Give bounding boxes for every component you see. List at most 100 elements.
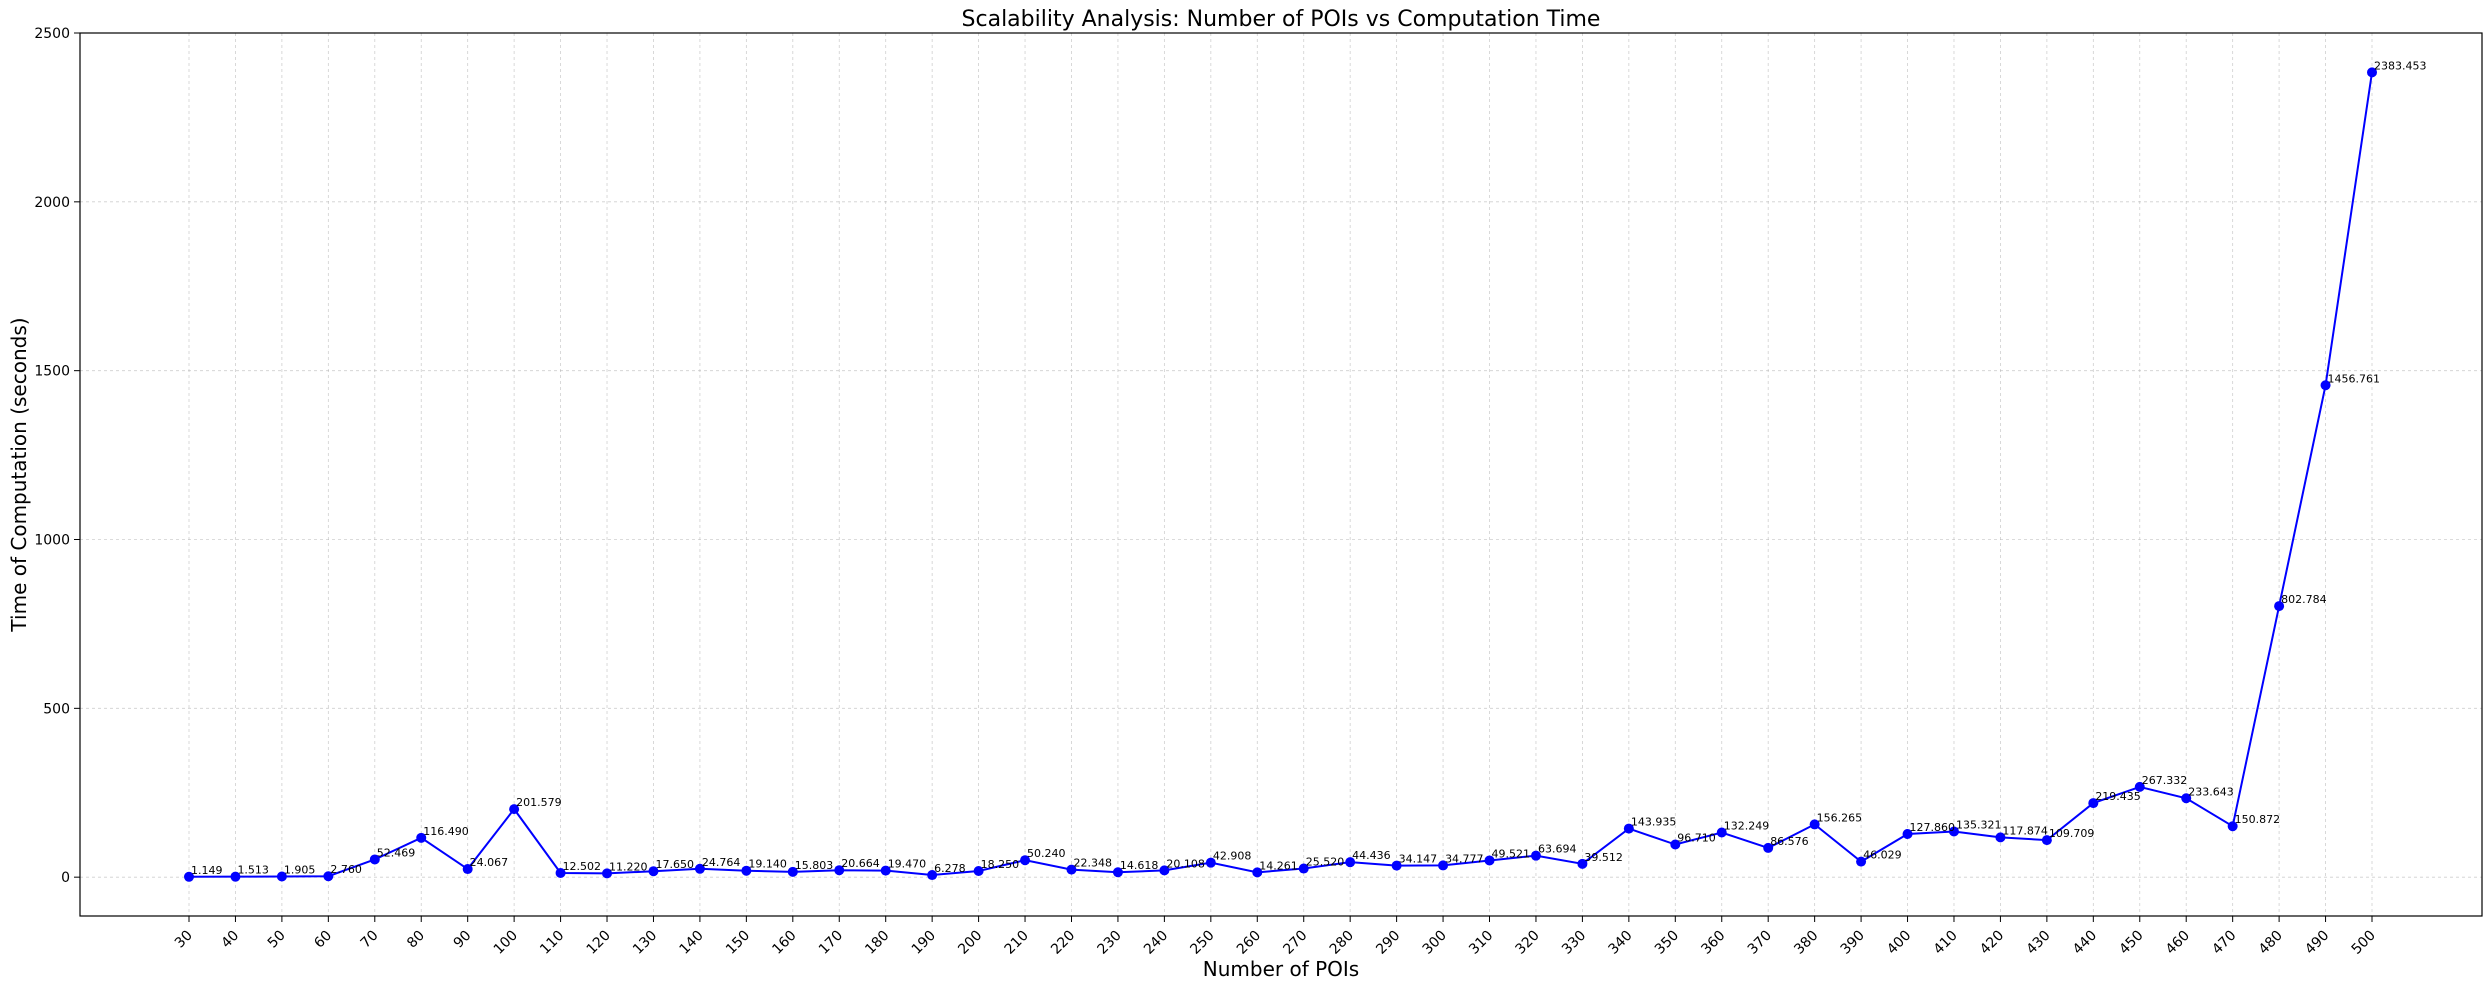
- data-point: [369, 854, 380, 865]
- data-label: 11.220: [609, 860, 648, 873]
- data-label: 39.512: [1584, 851, 1623, 864]
- x-tick-label: 100: [491, 928, 521, 958]
- data-label: 219.435: [2095, 790, 2141, 803]
- x-tick-label: 240: [1141, 928, 1171, 958]
- data-label: 63.694: [1538, 843, 1577, 856]
- data-label: 150.872: [2235, 813, 2281, 826]
- data-label: 6.278: [934, 862, 966, 875]
- data-point: [1020, 855, 1031, 866]
- x-tick-label: 190: [909, 928, 939, 958]
- x-tick-label: 380: [1791, 928, 1821, 958]
- data-point: [2320, 380, 2331, 391]
- x-tick-label: 330: [1559, 928, 1589, 958]
- x-tick-label: 300: [1420, 928, 1450, 958]
- data-label: 22.348: [1073, 857, 1112, 870]
- data-point: [462, 864, 473, 875]
- data-point: [787, 866, 798, 877]
- data-point: [1577, 858, 1588, 869]
- data-label: 52.469: [377, 846, 416, 859]
- data-point: [416, 832, 427, 843]
- data-label: 127.860: [1910, 821, 1956, 834]
- x-tick-label: 470: [2209, 928, 2239, 958]
- x-tick-label: 220: [1048, 928, 1078, 958]
- y-tick-label: 2500: [34, 26, 70, 42]
- data-point: [1345, 857, 1356, 868]
- data-point: [2041, 835, 2052, 846]
- data-point: [1809, 819, 1820, 830]
- data-point: [1438, 860, 1449, 871]
- data-label: 267.332: [2142, 774, 2188, 787]
- data-label: 44.436: [1352, 849, 1391, 862]
- data-point: [1902, 828, 1913, 839]
- x-tick-label: 370: [1745, 928, 1775, 958]
- data-point: [694, 863, 705, 874]
- x-tick-label: 360: [1698, 928, 1728, 958]
- x-tick-label: 440: [2070, 928, 2100, 958]
- x-tick-label: 430: [2023, 928, 2053, 958]
- data-label: 19.470: [888, 858, 927, 871]
- data-label: 1456.761: [2328, 372, 2381, 385]
- data-label: 233.643: [2188, 785, 2234, 798]
- data-label: 19.140: [748, 858, 787, 871]
- data-point: [1484, 855, 1495, 866]
- data-label: 143.935: [1631, 816, 1677, 829]
- data-point: [927, 870, 938, 881]
- data-label: 18.250: [981, 858, 1020, 871]
- x-tick-label: 420: [1977, 928, 2007, 958]
- data-label: 34.777: [1445, 852, 1484, 865]
- x-tick-label: 60: [311, 928, 335, 952]
- data-point: [1948, 826, 1959, 837]
- data-point: [276, 871, 287, 882]
- data-label: 24.067: [470, 856, 509, 869]
- data-label: 135.321: [1956, 818, 2002, 831]
- x-tick-label: 120: [584, 928, 614, 958]
- data-label: 86.576: [1770, 835, 1809, 848]
- data-point: [1670, 839, 1681, 850]
- x-tick-label: 70: [358, 928, 382, 952]
- data-point: [2181, 793, 2192, 804]
- data-point: [1856, 856, 1867, 867]
- x-tick-label: 390: [1838, 928, 1868, 958]
- x-tick-label: 340: [1605, 928, 1635, 958]
- data-point: [1252, 867, 1263, 878]
- x-tick-label: 290: [1373, 928, 1403, 958]
- data-labels: 1.149 1.513 1.905 2.760 52.469 116.490 24.067 2…: [191, 59, 2427, 876]
- x-tick-label: 110: [537, 928, 567, 958]
- data-label: 802.784: [2281, 593, 2327, 606]
- data-label: 2383.453: [2374, 59, 2427, 72]
- x-tick-label: 410: [1931, 928, 1961, 958]
- data-point: [1995, 832, 2006, 843]
- data-point: [973, 866, 984, 877]
- data-label: 1.513: [237, 864, 269, 877]
- x-tick-label: 90: [451, 928, 475, 952]
- data-point: [1298, 863, 1309, 874]
- data-point: [184, 871, 194, 882]
- data-label: 96.710: [1677, 832, 1716, 845]
- x-tick-label: 150: [723, 928, 753, 958]
- data-label: 201.579: [516, 796, 562, 809]
- data-point: [1391, 860, 1402, 871]
- y-tick-label: 0: [61, 870, 70, 886]
- y-axis-ticks: 0 500 1000 1500 2000 2500: [34, 26, 80, 886]
- x-tick-label: 140: [677, 928, 707, 958]
- x-tick-label: 270: [1280, 928, 1310, 958]
- x-tick-label: 450: [2116, 928, 2146, 958]
- data-point: [2227, 821, 2238, 832]
- x-tick-label: 260: [1234, 928, 1264, 958]
- data-label: 132.249: [1724, 820, 1770, 833]
- data-point: [1066, 864, 1077, 875]
- y-tick-label: 2000: [34, 195, 70, 211]
- data-point: [602, 868, 613, 879]
- data-label: 42.908: [1213, 850, 1252, 863]
- data-point: [2274, 601, 2285, 612]
- series-line-group: [184, 67, 2377, 882]
- data-point: [323, 871, 334, 882]
- data-label: 15.803: [795, 859, 834, 872]
- x-tick-label: 40: [218, 928, 242, 952]
- data-label: 109.709: [2049, 827, 2095, 840]
- data-label: 24.764: [702, 856, 741, 869]
- data-label: 34.147: [1399, 853, 1438, 866]
- data-label: 20.108: [1166, 857, 1205, 870]
- data-label: 46.029: [1863, 849, 1902, 862]
